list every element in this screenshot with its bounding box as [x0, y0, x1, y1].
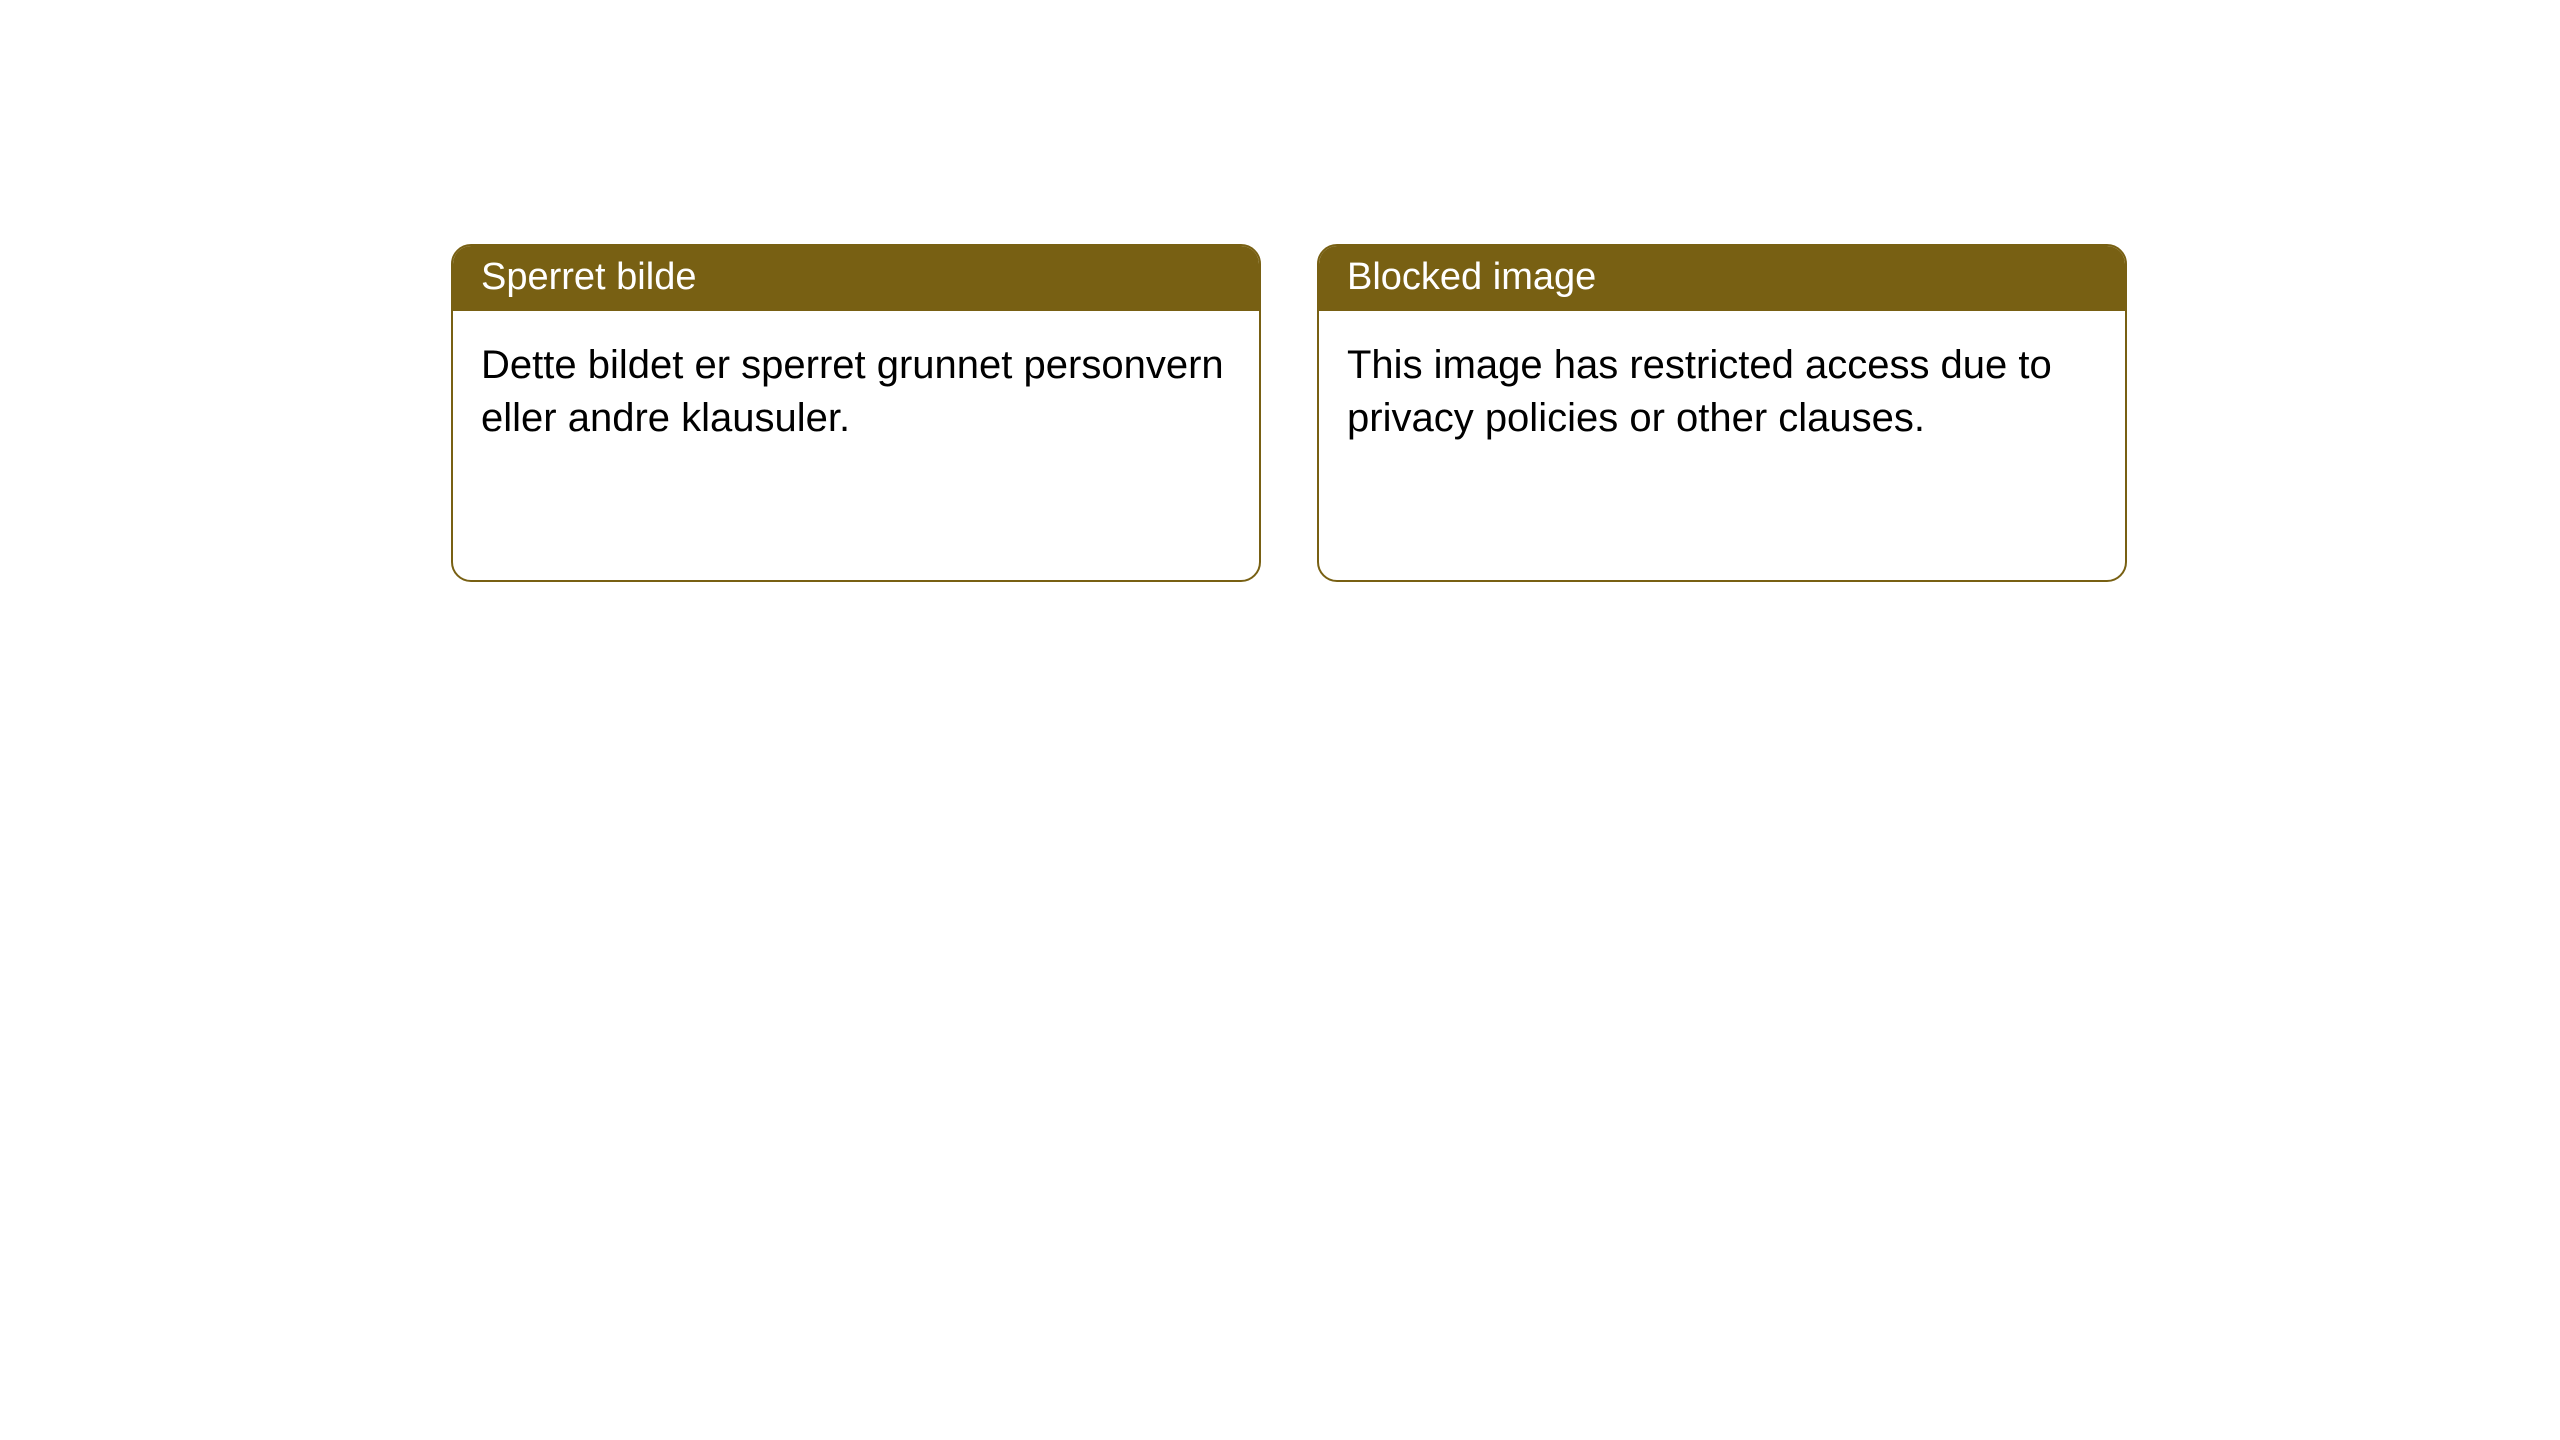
- card-text-norwegian: Dette bildet er sperret grunnet personve…: [481, 343, 1224, 440]
- card-title-english: Blocked image: [1347, 256, 1596, 298]
- card-text-english: This image has restricted access due to …: [1347, 343, 2052, 440]
- card-header-norwegian: Sperret bilde: [453, 246, 1259, 311]
- card-body-norwegian: Dette bildet er sperret grunnet personve…: [453, 311, 1259, 473]
- blocked-image-cards-container: Sperret bilde Dette bildet er sperret gr…: [451, 244, 2127, 582]
- card-title-norwegian: Sperret bilde: [481, 256, 696, 298]
- card-body-english: This image has restricted access due to …: [1319, 311, 2125, 473]
- blocked-image-card-english: Blocked image This image has restricted …: [1317, 244, 2127, 582]
- blocked-image-card-norwegian: Sperret bilde Dette bildet er sperret gr…: [451, 244, 1261, 582]
- card-header-english: Blocked image: [1319, 246, 2125, 311]
